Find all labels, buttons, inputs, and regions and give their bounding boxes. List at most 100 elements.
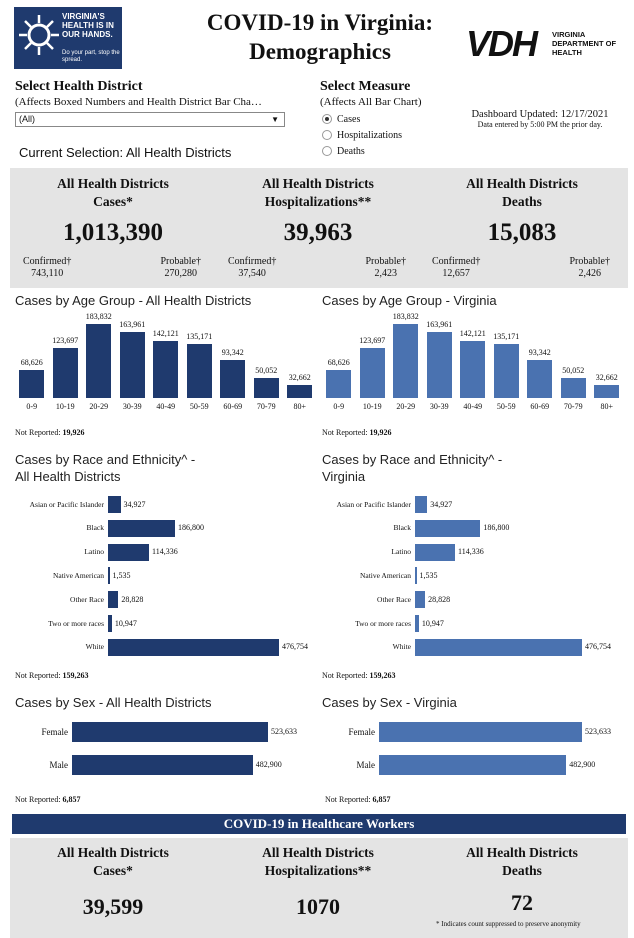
category-label: Two or more races (355, 618, 411, 628)
logo-subtext: Do your part, stop the spread. (62, 50, 120, 63)
bar-value-label: 114,336 (152, 547, 178, 557)
bar[interactable] (393, 324, 419, 398)
bar[interactable] (415, 591, 426, 609)
bar-value-label: 135,171 (186, 331, 213, 341)
bar[interactable] (415, 496, 428, 513)
bar[interactable] (108, 615, 112, 632)
stat-title-line: All Health Districts (466, 176, 578, 191)
radio-selected-icon (322, 114, 332, 124)
category-label: Two or more races (48, 618, 104, 628)
measure-option-label: Deaths (337, 145, 365, 157)
radio-icon (322, 130, 332, 140)
bar[interactable] (415, 519, 481, 537)
measure-radio-group: Cases Hospitalizations Deaths (322, 111, 402, 159)
bar[interactable] (108, 638, 279, 656)
title-line-2: Demographics (249, 39, 391, 64)
axis-tick-label: 10-19 (55, 402, 75, 411)
axis-tick-label: 10-19 (362, 402, 382, 411)
stat-title-line: Cases* (93, 194, 133, 209)
category-label: White (392, 642, 411, 652)
measure-option-cases[interactable]: Cases (322, 111, 402, 127)
axis-tick-label: 40-49 (463, 402, 483, 411)
bar-value-label: 183,832 (392, 312, 419, 321)
measure-option-deaths[interactable]: Deaths (322, 143, 402, 159)
stat-title-line: All Health Districts (466, 845, 578, 860)
race-left-title-1: Cases by Race and Ethnicity^ - (15, 452, 196, 467)
probable-label: Probable† (365, 256, 406, 267)
hcw-stat-0: All Health Districts Cases* 39,599 (13, 844, 213, 920)
stat-total: 72 (511, 890, 533, 915)
race-right-chart: Asian or Pacific Islander 34,927 Black 186,… (317, 496, 627, 661)
not-reported-value: 159,263 (369, 671, 396, 680)
stat-total: 39,963 (283, 219, 353, 246)
vdh-logo: VDH VIRGINIA DEPARTMENT OF HEALTH (466, 26, 626, 66)
bar[interactable] (108, 591, 119, 609)
age-left-not-reported: Not Reported: 19,926 (15, 428, 85, 437)
bar[interactable] (186, 343, 212, 398)
bar[interactable] (108, 567, 110, 585)
title-line-1: COVID-19 in Virginia: (206, 10, 434, 35)
stat-title: All Health Districts Deaths (422, 175, 622, 211)
vdh-name: VIRGINIA DEPARTMENT OF HEALTH (552, 30, 617, 57)
bar[interactable] (326, 370, 352, 398)
bar-value-label: 10,947 (114, 618, 137, 628)
bar[interactable] (527, 360, 553, 398)
bar[interactable] (460, 340, 486, 398)
axis-tick-label: 70-79 (563, 402, 583, 411)
bar[interactable] (415, 543, 456, 561)
bar[interactable] (253, 377, 279, 398)
bar[interactable] (220, 360, 246, 398)
bar[interactable] (379, 755, 567, 775)
page-title: COVID-19 in Virginia: Demographics (150, 8, 490, 66)
virginia-health-logo: VIRGINIA'S HEALTH IS IN OUR HANDS. Do yo… (14, 7, 122, 69)
vdh-mark: VDH (466, 23, 538, 64)
bar[interactable] (119, 331, 145, 398)
district-select[interactable]: (All) ▼ (15, 112, 285, 127)
confirmed-value: 743,110 (31, 268, 64, 279)
category-label: Asian or Pacific Islander (336, 499, 411, 509)
axis-tick-label: 20-29 (89, 402, 109, 411)
bar[interactable] (594, 384, 620, 398)
bar[interactable] (108, 543, 149, 561)
bar[interactable] (19, 370, 45, 398)
stat-title: All Health Districts Hospitalizations** (218, 844, 418, 880)
bar[interactable] (108, 496, 121, 513)
measure-option-hospitalizations[interactable]: Hospitalizations (322, 127, 402, 143)
bar[interactable] (560, 377, 586, 398)
race-right-title: Cases by Race and Ethnicity^ - Virginia (322, 451, 502, 485)
bar[interactable] (72, 722, 268, 742)
bar[interactable] (415, 638, 582, 656)
district-select-value: (All) (19, 114, 35, 124)
bar[interactable] (379, 722, 582, 742)
bar[interactable] (493, 343, 519, 398)
race-right-title-1: Cases by Race and Ethnicity^ - (322, 452, 503, 467)
bar[interactable] (86, 324, 112, 398)
bar[interactable] (108, 519, 175, 537)
sex-right-not-reported: Not Reported: 6,857 (325, 795, 391, 804)
summary-stat-0: All Health Districts Cases* 1,013,390 Con… (13, 175, 213, 280)
stat-title: All Health Districts Cases* (13, 844, 213, 880)
axis-tick-label: 80+ (600, 402, 613, 411)
category-label: Other Race (377, 594, 411, 604)
category-label: Black (86, 523, 105, 533)
bar[interactable] (287, 384, 313, 398)
bar[interactable] (415, 567, 417, 585)
axis-tick-label: 0-9 (333, 402, 345, 411)
probable-value: 2,423 (374, 268, 397, 279)
bar[interactable] (415, 615, 419, 632)
sex-right-chart: Female 523,633 Male 482,900 (317, 722, 627, 784)
stat-probable: Probable† 270,280 (160, 256, 201, 280)
bar[interactable] (426, 331, 452, 398)
axis-tick-label: 60-69 (223, 402, 243, 411)
summary-stat-2: All Health Districts Deaths 15,083 Confir… (422, 175, 622, 280)
bar-value-label: 93,342 (528, 348, 551, 358)
stat-total: 39,599 (82, 894, 144, 919)
bar-value-label: 142,121 (152, 328, 179, 338)
bar[interactable] (52, 348, 78, 398)
stat-title-line: Deaths (502, 194, 542, 209)
confirmed-label: Confirmed† (23, 256, 72, 267)
bar[interactable] (359, 348, 385, 398)
bar[interactable] (153, 340, 179, 398)
bar-value-label: 476,754 (585, 642, 611, 652)
bar[interactable] (72, 755, 253, 775)
